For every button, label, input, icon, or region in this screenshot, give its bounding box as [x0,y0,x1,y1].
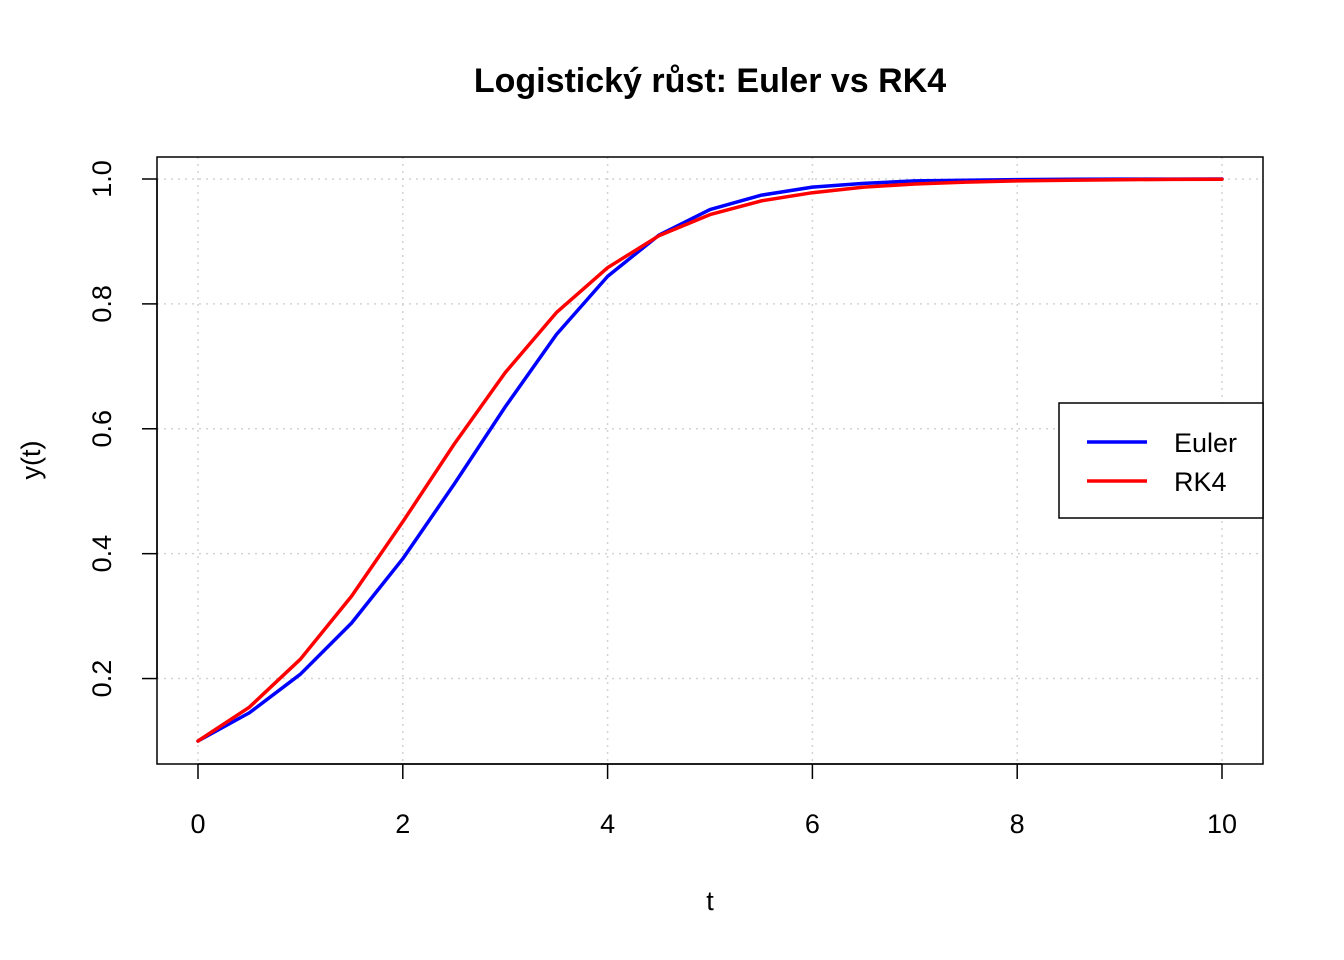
legend: Euler RK4 [1058,402,1264,519]
y-tick-label-0: 0.2 [87,660,117,698]
series-group [196,177,1224,743]
x-axis-label: t [706,886,714,916]
legend-label-rk4: RK4 [1174,467,1227,497]
x-tick-label-3: 6 [805,809,820,839]
y-tick-label-1: 0.4 [87,535,117,573]
x-tick-label-0: 0 [190,809,205,839]
legend-label-euler: Euler [1174,428,1237,458]
y-tick-label-4: 1.0 [87,160,117,198]
x-tick-label-4: 8 [1010,809,1025,839]
x-tick-label-5: 10 [1207,809,1237,839]
y-tick-label-3: 0.8 [87,285,117,323]
x-axis: 0 2 4 6 8 10 [190,763,1237,839]
grid [157,157,1263,764]
x-tick-label-2: 4 [600,809,615,839]
y-axis: 0.2 0.4 0.6 0.8 1.0 [87,160,158,698]
y-tick-label-2: 0.6 [87,410,117,448]
chart-title: Logistický růst: Euler vs RK4 [474,62,946,100]
legend-box [1058,402,1264,519]
y-axis-label: y(t) [16,441,46,480]
series-line-rk4 [196,177,1224,743]
x-tick-label-1: 2 [395,809,410,839]
